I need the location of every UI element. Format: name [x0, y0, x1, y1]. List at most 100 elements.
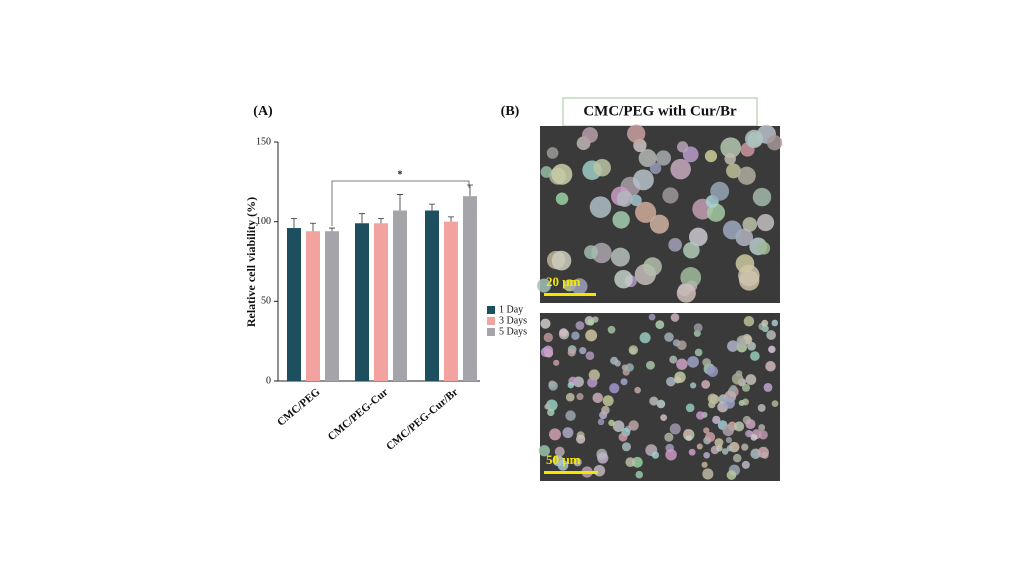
- cell: [587, 377, 598, 388]
- bar: [306, 231, 320, 381]
- x-tick-label: CMC/PEG: [275, 386, 323, 429]
- x-tick-label: CMC/PEG-Cur: [326, 386, 391, 443]
- error-bar: [378, 218, 384, 224]
- cell: [573, 457, 582, 467]
- cell: [551, 250, 572, 271]
- cell: [549, 428, 562, 441]
- cell: [705, 431, 716, 443]
- x-tick-label: CMC/PEG-Cur/Br: [384, 386, 461, 453]
- cell: [735, 370, 743, 377]
- cell: [726, 470, 737, 480]
- cell: [593, 464, 606, 477]
- cell: [683, 241, 700, 259]
- significance-label: *: [398, 169, 403, 180]
- cell: [593, 158, 611, 177]
- legend-label: 3 Days: [499, 315, 527, 326]
- cell: [707, 393, 718, 404]
- bar: [444, 221, 458, 381]
- cell: [674, 376, 682, 384]
- cell: [722, 424, 734, 437]
- cell: [668, 237, 682, 252]
- error-bar: [397, 194, 403, 211]
- cell: [664, 332, 674, 342]
- cell: [612, 211, 630, 229]
- scale-bar-label: 20 μm: [546, 274, 581, 289]
- cell: [628, 345, 639, 355]
- cell: [555, 192, 569, 205]
- cell: [737, 166, 756, 185]
- cell: [683, 428, 691, 436]
- cell: [631, 456, 643, 468]
- y-tick-label: 0: [266, 375, 271, 386]
- cell: [758, 424, 766, 432]
- cell: [771, 400, 779, 407]
- cell: [722, 220, 742, 240]
- cell: [625, 363, 634, 372]
- cell: [616, 190, 633, 207]
- cell: [576, 434, 586, 444]
- cell: [741, 398, 749, 406]
- cell: [592, 392, 603, 404]
- cell: [649, 214, 669, 234]
- cell: [656, 399, 666, 409]
- error-bar: [448, 216, 454, 222]
- cell: [655, 150, 672, 166]
- cell: [742, 217, 758, 232]
- bar: [325, 231, 339, 381]
- cell: [610, 356, 619, 365]
- cell: [646, 360, 655, 370]
- cell: [565, 410, 576, 421]
- cell: [635, 201, 657, 223]
- error-bar: [429, 203, 435, 211]
- cell: [704, 150, 718, 163]
- cell: [676, 358, 688, 370]
- cell: [544, 403, 551, 410]
- cell: [745, 419, 756, 430]
- cell: [609, 383, 620, 394]
- cell: [750, 351, 760, 361]
- scale-bar: [544, 471, 598, 474]
- cell: [729, 384, 737, 392]
- bar: [287, 228, 301, 381]
- cell: [548, 381, 558, 391]
- cell: [582, 127, 598, 143]
- cell: [757, 241, 771, 255]
- error-bar: [329, 227, 335, 232]
- cell: [537, 278, 551, 293]
- bar: [355, 223, 369, 381]
- cell: [694, 348, 703, 357]
- cell: [660, 414, 668, 422]
- cell: [554, 446, 565, 457]
- cell: [540, 166, 553, 178]
- cell: [676, 141, 689, 153]
- error-bar: [310, 222, 316, 232]
- bar: [463, 196, 477, 381]
- y-tick-label: 150: [256, 136, 271, 147]
- scale-bar-label: 50 μm: [546, 452, 581, 467]
- cell: [725, 436, 733, 444]
- cell: [662, 187, 679, 204]
- cell: [756, 214, 775, 232]
- cell: [614, 269, 633, 289]
- cell: [602, 395, 614, 407]
- cell: [752, 187, 772, 207]
- cell: [726, 445, 734, 452]
- cell: [741, 383, 751, 392]
- bar: [374, 223, 388, 381]
- scale-bar: [544, 293, 596, 296]
- cell: [584, 245, 599, 260]
- bar: [425, 210, 439, 381]
- cell: [701, 461, 708, 468]
- cell: [579, 347, 587, 355]
- cell: [543, 345, 554, 356]
- cell: [610, 247, 630, 267]
- cell: [744, 129, 764, 149]
- cell: [592, 316, 599, 323]
- cell: [567, 348, 576, 357]
- cell: [688, 448, 696, 456]
- cell: [734, 421, 745, 432]
- cell: [766, 330, 776, 340]
- cell: [710, 181, 730, 201]
- cell: [557, 460, 569, 471]
- panel-label: (B): [501, 104, 520, 119]
